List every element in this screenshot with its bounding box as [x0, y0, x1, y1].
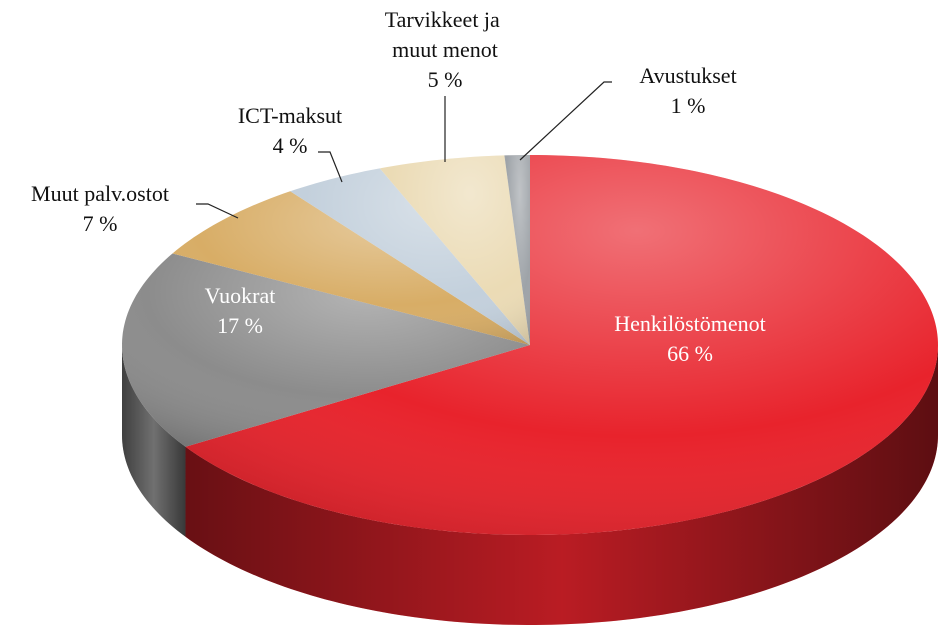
slice-label: Henkilöstömenot — [614, 311, 766, 336]
value-label: 7 % — [83, 211, 118, 236]
slice-gloss — [122, 253, 530, 447]
leader-line — [196, 203, 239, 219]
leader-line — [519, 81, 612, 161]
slice-side-shade — [185, 345, 938, 625]
value-label: 5 % — [428, 67, 463, 92]
value-label: 17 % — [217, 313, 263, 338]
slice-gloss — [504, 155, 530, 345]
slice-gloss — [172, 191, 531, 345]
slice-gloss — [290, 168, 530, 345]
slice-side-shade — [122, 345, 186, 537]
slice-gloss — [185, 155, 938, 535]
value-label: 66 % — [667, 341, 713, 366]
slice-label: ICT-maksut — [238, 103, 342, 128]
leader-line — [318, 151, 343, 183]
slice-label: Tarvikkeet ja muut menot — [385, 7, 506, 62]
value-label: 1 % — [671, 93, 706, 118]
slice-label: Muut palv.ostot — [31, 181, 169, 206]
value-label: 4 % — [273, 133, 308, 158]
slice-label: Avustukset — [639, 63, 736, 88]
slice-gloss — [379, 155, 530, 345]
slice-label: Vuokrat — [205, 283, 276, 308]
